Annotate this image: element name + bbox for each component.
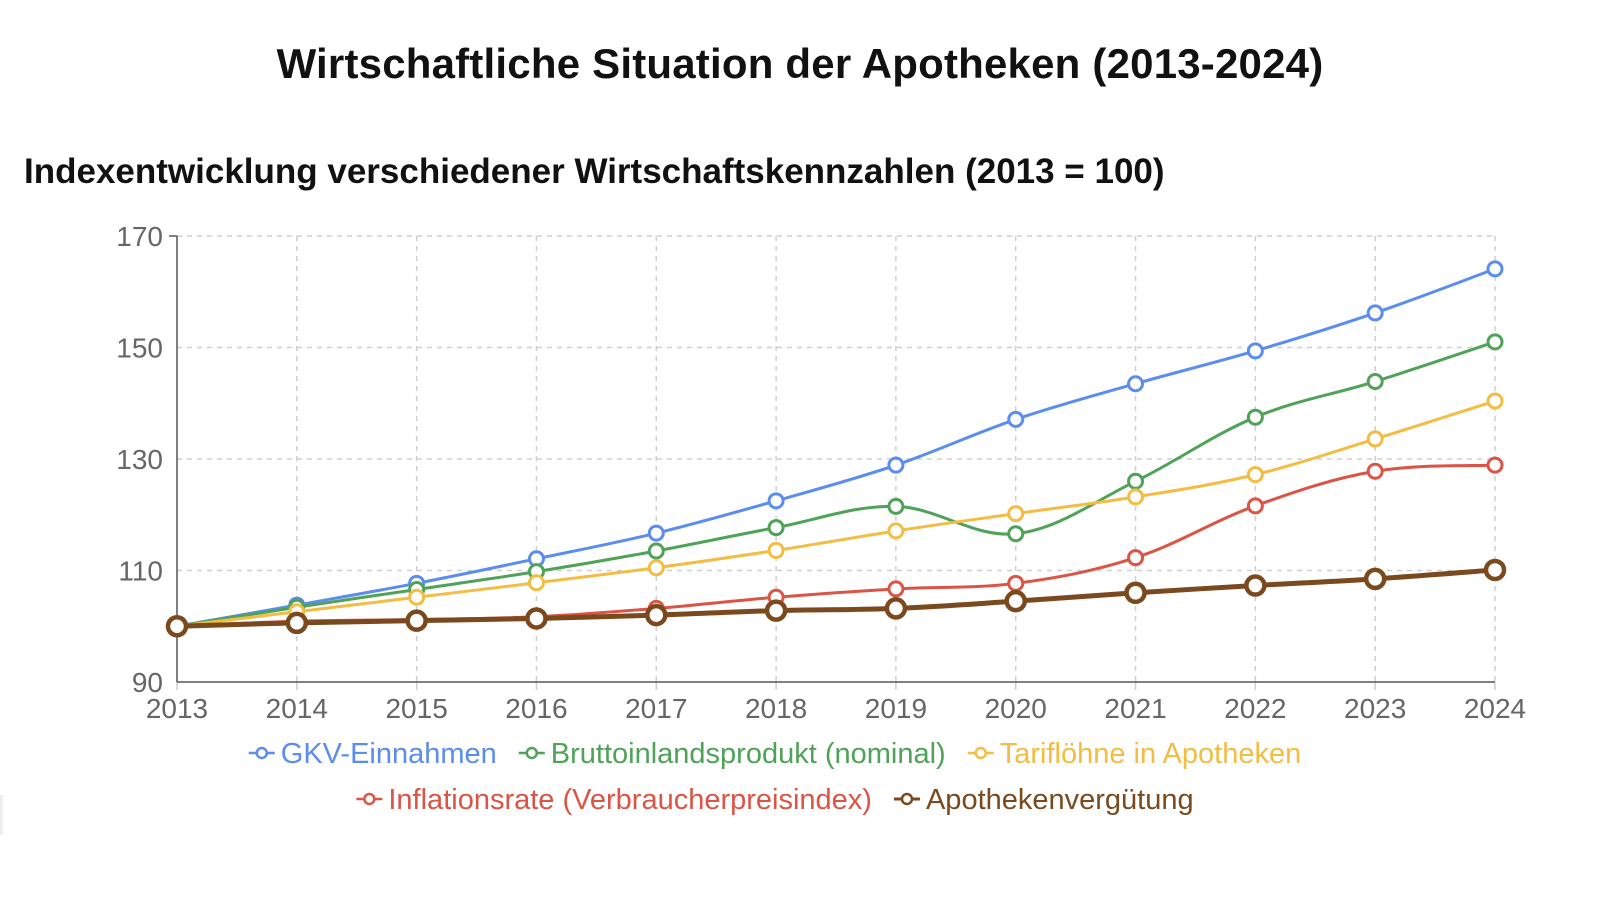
legend-swatch-marker (255, 746, 269, 760)
data-point[interactable] (1246, 497, 1264, 515)
data-point[interactable] (1007, 574, 1025, 592)
data-point[interactable] (1127, 488, 1145, 506)
data-point[interactable] (1007, 505, 1025, 523)
legend[interactable]: GKV-Einnahmen Bruttoinlandsprodukt (nomin… (248, 738, 1302, 816)
y-tick-label: 130 (116, 444, 163, 475)
x-tick-label: 2014 (266, 693, 328, 724)
legend-label: GKV-Einnahmen (281, 738, 497, 770)
y-tick-label: 90 (132, 667, 163, 698)
x-tick-label: 2019 (865, 693, 927, 724)
legend-label: Bruttoinlandsprodukt (nominal) (551, 738, 946, 770)
data-point[interactable] (1246, 408, 1264, 426)
data-point[interactable] (884, 597, 908, 620)
data-point[interactable] (647, 524, 665, 542)
data-point[interactable] (887, 522, 905, 540)
data-point[interactable] (767, 541, 785, 559)
x-tick-label: 2024 (1464, 693, 1526, 724)
data-point[interactable] (1246, 466, 1264, 484)
legend-swatch-marker (363, 792, 376, 806)
legend-label: Apothekenvergütung (926, 784, 1194, 816)
y-tick-label: 110 (118, 556, 163, 587)
data-point[interactable] (1483, 558, 1507, 582)
data-point[interactable] (1127, 549, 1145, 567)
data-point[interactable] (1486, 260, 1504, 278)
data-point[interactable] (527, 574, 545, 592)
data-point[interactable] (1366, 304, 1384, 322)
series-line (176, 567, 1496, 629)
grid (177, 235, 1496, 682)
data-point[interactable] (1366, 430, 1384, 448)
data-point[interactable] (887, 497, 905, 515)
data-point[interactable] (408, 588, 426, 606)
chart-title: Indexentwicklung verschiedener Wirtschaf… (24, 152, 1165, 191)
data-point[interactable] (1004, 589, 1027, 613)
data-point[interactable] (1124, 581, 1147, 605)
series-line (176, 267, 1496, 628)
data-point[interactable] (767, 519, 785, 537)
data-point[interactable] (1007, 410, 1025, 428)
data-point[interactable] (1366, 462, 1384, 480)
x-tick-label: 2013 (146, 693, 208, 724)
x-tick-label: 2023 (1344, 693, 1406, 724)
legend-label: Inflationsrate (Verbraucherpreisindex) (388, 784, 872, 816)
data-point[interactable] (1366, 373, 1384, 391)
data-point[interactable] (1486, 333, 1504, 351)
data-point[interactable] (1486, 392, 1504, 410)
legend-swatch-marker (974, 746, 987, 760)
edge-divider (0, 795, 3, 835)
data-point[interactable] (645, 603, 668, 627)
axes: 90 110 130 150 170 2013 2014 2015 2016 2017 2018 20… (116, 221, 1526, 724)
y-tick-label: 150 (116, 333, 163, 364)
legend-item[interactable]: Apothekenvergütung (893, 784, 1194, 816)
legend-item[interactable]: GKV-Einnahmen (248, 738, 497, 770)
data-point[interactable] (1127, 472, 1145, 490)
y-tick-label: 170 (116, 221, 163, 252)
data-point[interactable] (1244, 574, 1267, 597)
data-point[interactable] (1127, 375, 1145, 393)
legend-item[interactable]: Tariflöhne in Apotheken (967, 738, 1302, 770)
x-tick-label: 2015 (385, 693, 447, 724)
page-title: Wirtschaftliche Situation der Apotheken … (276, 40, 1324, 87)
x-tick-label: 2020 (985, 693, 1047, 724)
data-point[interactable] (1486, 456, 1504, 474)
series-line (176, 340, 1496, 628)
series-group (165, 260, 1507, 638)
x-tick-label: 2017 (625, 693, 687, 724)
legend-label: Tariflöhne in Apotheken (1000, 738, 1302, 770)
x-tick-label: 2016 (505, 693, 567, 724)
legend-swatch-marker (525, 746, 539, 760)
series-4 (165, 558, 1507, 638)
data-point[interactable] (767, 492, 785, 510)
data-point[interactable] (285, 611, 309, 635)
data-point[interactable] (887, 456, 905, 474)
data-point[interactable] (1246, 342, 1264, 360)
data-point[interactable] (1363, 567, 1387, 591)
legend-item[interactable]: Bruttoinlandsprodukt (nominal) (518, 738, 946, 770)
data-point[interactable] (647, 542, 665, 560)
data-point[interactable] (525, 607, 548, 630)
data-point[interactable] (165, 615, 189, 638)
x-tick-label: 2018 (745, 693, 807, 724)
data-point[interactable] (887, 580, 905, 598)
x-tick-label: 2021 (1104, 693, 1166, 724)
data-point[interactable] (1007, 525, 1025, 543)
data-point[interactable] (764, 599, 788, 622)
legend-item[interactable]: Inflationsrate (Verbraucherpreisindex) (356, 784, 872, 816)
x-tick-label: 2022 (1224, 693, 1286, 724)
legend-swatch-marker (900, 792, 914, 806)
data-point[interactable] (647, 559, 665, 577)
series-0 (168, 260, 1504, 635)
data-point[interactable] (405, 609, 428, 632)
